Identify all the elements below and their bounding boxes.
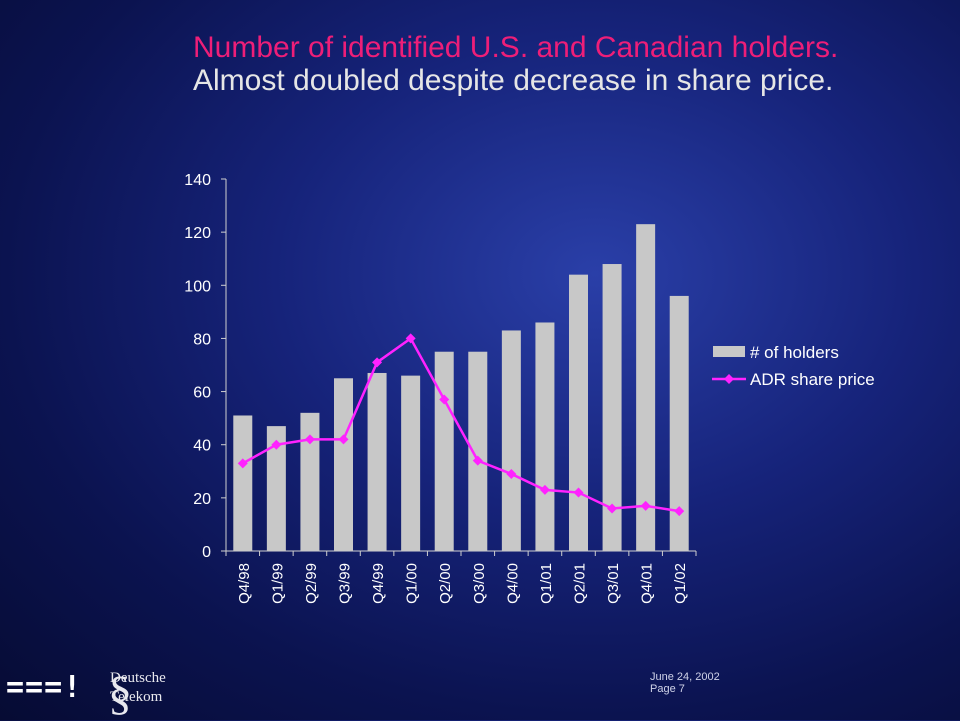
line-point-adr-share-price xyxy=(405,333,416,344)
line-point-adr-share-price xyxy=(439,394,450,405)
x-tick-label: Q2/00 xyxy=(437,563,454,604)
line-point-adr-share-price xyxy=(539,484,550,495)
x-tick-label: Q2/01 xyxy=(572,563,589,604)
footer-date-block: June 24, 2002 Page 7 xyxy=(650,671,720,695)
bar-holders xyxy=(636,224,656,551)
bar-holders xyxy=(669,295,689,551)
slide-subtitle: Almost doubled despite decrease in share… xyxy=(193,64,834,97)
x-tick-label: Q4/98 xyxy=(236,563,253,604)
bar-holders xyxy=(569,274,588,551)
legend-label-holders: # of holders xyxy=(750,343,839,362)
bar-holders xyxy=(300,412,320,551)
telekom-t-logo-icon: § xyxy=(108,667,132,720)
line-point-adr-share-price xyxy=(372,357,383,368)
x-tick-label: Q4/99 xyxy=(370,563,387,604)
bar-holders xyxy=(233,415,253,551)
bar-holders xyxy=(401,375,421,551)
y-tick-label: 100 xyxy=(184,278,211,295)
x-tick-label: Q1/99 xyxy=(269,563,286,604)
bar-holders xyxy=(367,372,387,551)
x-tick-label: Q1/02 xyxy=(672,563,689,604)
footer-page: Page 7 xyxy=(650,683,685,695)
line-point-adr-share-price xyxy=(506,468,517,479)
line-point-adr-share-price xyxy=(674,506,685,517)
bar-holders xyxy=(468,351,488,551)
y-tick-label: 40 xyxy=(193,438,211,455)
x-tick-label: Q1/00 xyxy=(404,563,421,604)
line-point-adr-share-price xyxy=(304,434,315,445)
logo-company-line2: Telekom xyxy=(110,689,163,705)
legend-label-adr-share-price: ADR share price xyxy=(750,370,875,389)
logo-marks: ===! xyxy=(6,670,83,705)
line-point-adr-share-price xyxy=(237,458,248,469)
x-tick-label: Q3/01 xyxy=(605,563,622,604)
line-point-adr-share-price xyxy=(271,439,282,450)
x-tick-label: Q4/01 xyxy=(639,563,656,604)
line-point-adr-share-price xyxy=(573,487,584,498)
bar-holders xyxy=(434,351,454,551)
bar-holders xyxy=(266,426,286,551)
line-adr-share-price xyxy=(242,336,680,513)
x-tick-label: Q3/99 xyxy=(337,563,354,604)
y-tick-label: 60 xyxy=(193,385,211,402)
slide-title: Number of identified U.S. and Canadian h… xyxy=(193,31,839,64)
bar-holders xyxy=(535,322,555,551)
legend-marker-adr-share-price xyxy=(724,374,734,384)
logo-company-line1: Deutsche xyxy=(110,670,166,686)
bar-holders xyxy=(334,378,353,551)
bar-holders xyxy=(501,330,521,551)
x-tick-label: Q4/00 xyxy=(504,563,521,604)
x-tick-label: Q3/00 xyxy=(471,563,488,604)
line-point-adr-share-price xyxy=(640,500,651,511)
y-tick-label: 80 xyxy=(193,331,211,348)
bar-holders xyxy=(602,264,622,551)
line-point-adr-share-price xyxy=(607,503,618,514)
x-tick-label: Q1/01 xyxy=(538,563,555,604)
legend-swatch-holders xyxy=(713,346,745,357)
y-tick-label: 140 xyxy=(184,172,211,189)
title-block: Number of identified U.S. and Canadian h… xyxy=(193,32,953,98)
y-tick-label: 120 xyxy=(184,225,211,242)
line-point-adr-share-price xyxy=(338,434,349,445)
footer-date: June 24, 2002 xyxy=(650,671,720,683)
line-point-adr-share-price xyxy=(472,455,483,466)
x-tick-label: Q2/99 xyxy=(303,563,320,604)
y-tick-label: 20 xyxy=(193,491,211,508)
y-tick-label: 0 xyxy=(202,544,211,561)
deutsche-telekom-logo: ===! § Deutsche Telekom xyxy=(6,664,206,720)
